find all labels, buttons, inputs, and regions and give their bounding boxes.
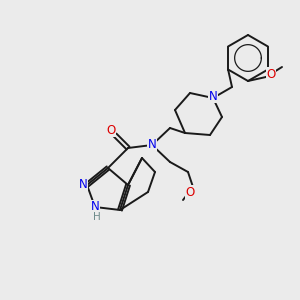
Text: N: N bbox=[79, 178, 87, 191]
Text: N: N bbox=[91, 200, 99, 214]
Text: N: N bbox=[148, 139, 156, 152]
Text: N: N bbox=[208, 89, 217, 103]
Text: O: O bbox=[266, 68, 276, 80]
Text: O: O bbox=[185, 185, 195, 199]
Text: H: H bbox=[93, 212, 101, 222]
Text: O: O bbox=[106, 124, 116, 136]
